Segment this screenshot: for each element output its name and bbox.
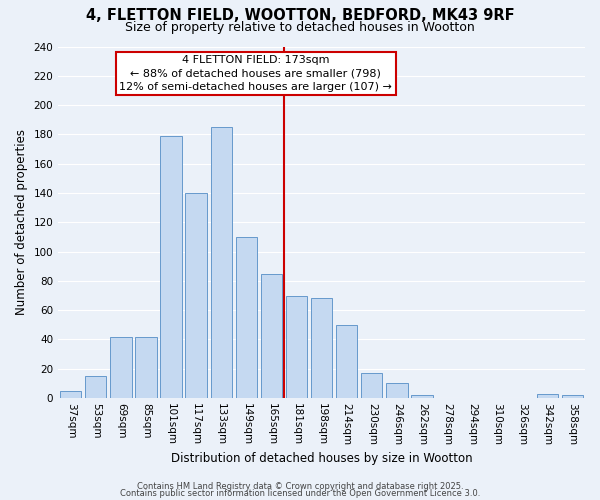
Bar xyxy=(562,395,583,398)
Bar xyxy=(185,193,207,398)
Bar xyxy=(136,336,157,398)
Bar xyxy=(211,127,232,398)
Bar xyxy=(411,395,433,398)
Text: Contains public sector information licensed under the Open Government Licence 3.: Contains public sector information licen… xyxy=(120,489,480,498)
Text: 4 FLETTON FIELD: 173sqm
← 88% of detached houses are smaller (798)
12% of semi-d: 4 FLETTON FIELD: 173sqm ← 88% of detache… xyxy=(119,56,392,92)
X-axis label: Distribution of detached houses by size in Wootton: Distribution of detached houses by size … xyxy=(171,452,472,465)
Bar xyxy=(286,296,307,398)
Text: Contains HM Land Registry data © Crown copyright and database right 2025.: Contains HM Land Registry data © Crown c… xyxy=(137,482,463,491)
Bar xyxy=(60,390,82,398)
Bar xyxy=(236,237,257,398)
Bar xyxy=(537,394,558,398)
Bar xyxy=(261,274,282,398)
Text: 4, FLETTON FIELD, WOOTTON, BEDFORD, MK43 9RF: 4, FLETTON FIELD, WOOTTON, BEDFORD, MK43… xyxy=(86,8,514,22)
Bar xyxy=(386,384,407,398)
Y-axis label: Number of detached properties: Number of detached properties xyxy=(15,130,28,316)
Text: Size of property relative to detached houses in Wootton: Size of property relative to detached ho… xyxy=(125,21,475,34)
Bar xyxy=(336,325,358,398)
Bar xyxy=(160,136,182,398)
Bar xyxy=(311,298,332,398)
Bar xyxy=(85,376,106,398)
Bar xyxy=(361,373,382,398)
Bar xyxy=(110,336,131,398)
